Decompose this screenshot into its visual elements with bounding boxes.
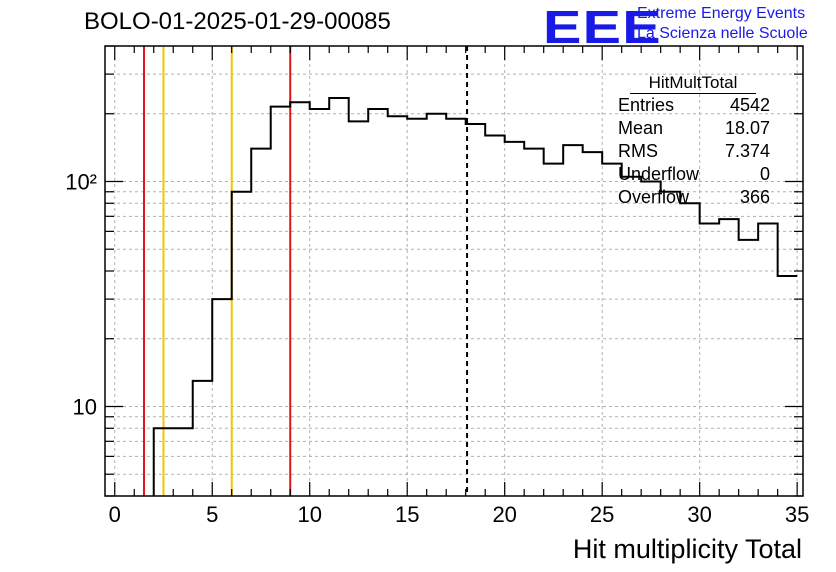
stat-label: RMS xyxy=(618,141,658,161)
histogram-bin xyxy=(310,109,329,496)
stat-value: 4542 xyxy=(729,95,770,115)
histogram-bin xyxy=(544,164,563,496)
stat-label: Entries xyxy=(618,95,675,115)
logo-line-2: La Scienza nelle Scuole xyxy=(637,25,808,42)
histogram-bin xyxy=(368,109,387,496)
stat-value: 366 xyxy=(739,187,770,207)
histogram-bin xyxy=(602,164,621,496)
histogram-bin xyxy=(232,192,251,496)
stat-row-entries: Entries 4542 xyxy=(618,94,778,117)
histogram-bin xyxy=(641,181,660,496)
x-tick-label: 35 xyxy=(785,502,809,527)
y-tick-label: 10² xyxy=(65,169,97,194)
x-tick-label: 30 xyxy=(687,502,711,527)
x-tick-label: 0 xyxy=(109,502,121,527)
histogram-bin xyxy=(427,114,446,496)
histogram-bin xyxy=(349,121,368,496)
histogram-bin xyxy=(583,152,602,496)
stat-label: Mean xyxy=(618,118,664,138)
histogram-bin xyxy=(719,219,738,496)
histogram-bin xyxy=(758,224,777,496)
chart-title: BOLO-01-2025-01-29-00085 xyxy=(84,8,391,35)
x-tick-label: 10 xyxy=(297,502,321,527)
histogram-bin xyxy=(739,240,758,496)
stat-row-rms: RMS 7.374 xyxy=(618,140,778,163)
stat-value: 0 xyxy=(759,164,770,184)
histogram-bin xyxy=(446,119,465,496)
histogram-bin xyxy=(173,428,192,496)
logo-line-1: Extreme Energy Events xyxy=(637,5,806,22)
histogram-bin xyxy=(505,142,524,496)
histogram-bin xyxy=(251,149,270,496)
stat-value: 18.07 xyxy=(724,118,770,138)
histogram-bin xyxy=(778,276,797,496)
stats-title: HitMultTotal xyxy=(630,73,756,94)
histogram-bin xyxy=(466,124,485,496)
x-tick-label: 5 xyxy=(206,502,218,527)
eee-logo: EEE xyxy=(543,1,662,53)
x-axis-label: Hit multiplicity Total xyxy=(572,534,802,564)
histogram-bin xyxy=(563,145,582,496)
histogram-bin xyxy=(271,107,290,496)
histogram-bin xyxy=(193,381,212,496)
histogram-bin xyxy=(680,203,699,496)
x-tick-label: 20 xyxy=(492,502,516,527)
x-tick-label: 15 xyxy=(395,502,419,527)
histogram-bin xyxy=(329,98,348,496)
histogram-bin xyxy=(485,136,504,496)
stat-label: Overflow xyxy=(618,187,690,207)
histogram-bin xyxy=(388,116,407,496)
histogram-bin xyxy=(154,428,173,496)
histogram-bin xyxy=(700,224,719,496)
stat-value: 7.374 xyxy=(724,141,770,161)
histogram-bin xyxy=(212,299,231,496)
stat-row-overflow: Overflow 366 xyxy=(618,186,778,209)
histogram-bin xyxy=(622,177,641,496)
histogram-bin xyxy=(407,119,426,496)
stat-label: Underflow xyxy=(618,164,700,184)
histogram-bin xyxy=(290,102,309,496)
histogram-bin xyxy=(524,149,543,496)
stat-row-underflow: Underflow 0 xyxy=(618,163,778,186)
histogram-bin xyxy=(661,192,680,496)
stats-box: HitMultTotal Entries 4542 Mean 18.07 RMS… xyxy=(610,73,778,209)
x-tick-label: 25 xyxy=(590,502,614,527)
histogram-series xyxy=(152,96,798,496)
y-tick-label: 10 xyxy=(73,394,97,419)
stat-row-mean: Mean 18.07 xyxy=(618,117,778,140)
